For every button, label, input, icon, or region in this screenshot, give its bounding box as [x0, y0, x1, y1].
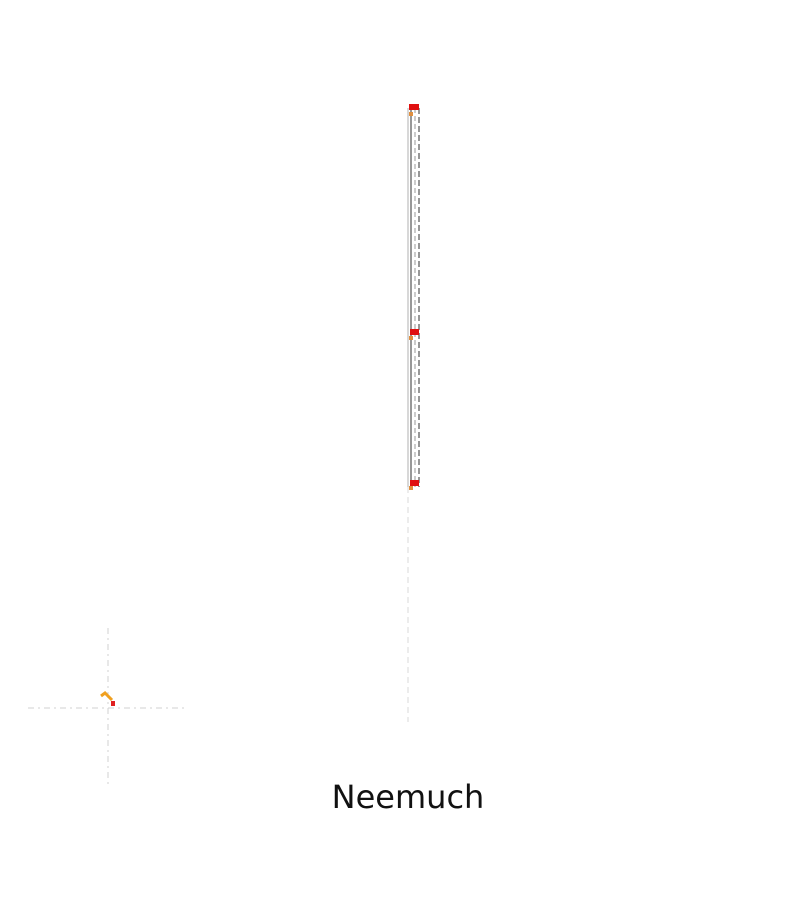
route-node	[409, 486, 413, 490]
route-node	[409, 336, 413, 340]
route-node	[410, 480, 419, 486]
place-label: Neemuch	[332, 778, 485, 816]
marker-point	[111, 701, 115, 706]
route-node	[409, 104, 419, 110]
route-node	[410, 329, 419, 335]
marker-squiggle	[100, 691, 114, 702]
route-node	[409, 112, 413, 116]
